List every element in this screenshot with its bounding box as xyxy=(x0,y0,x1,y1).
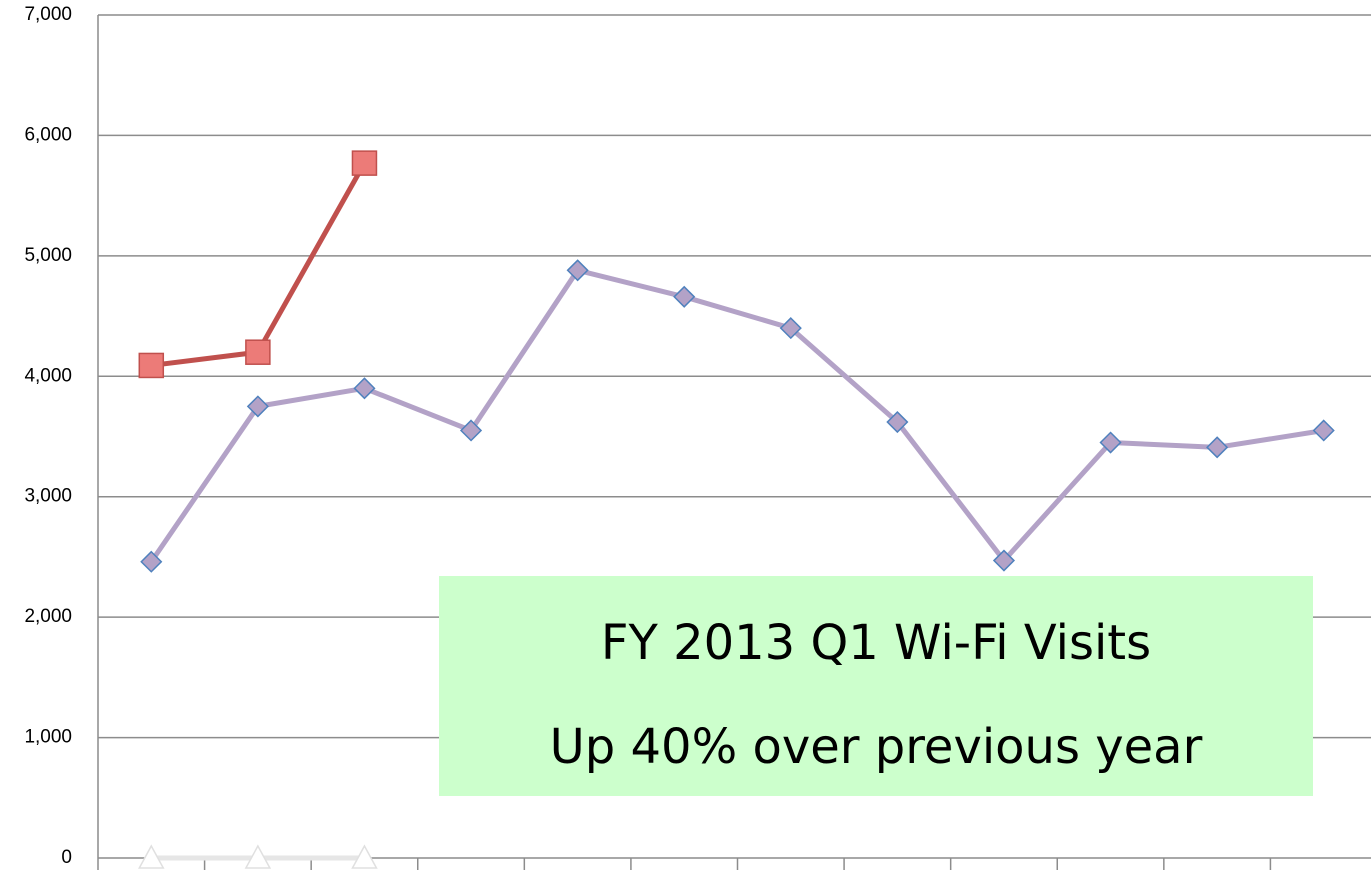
y-tick-label: 3,000 xyxy=(24,486,72,507)
marker xyxy=(673,285,696,308)
marker xyxy=(566,259,589,282)
marker xyxy=(1206,436,1229,459)
annotation-line: FY 2013 Q1 Wi-Fi Visits xyxy=(601,615,1151,671)
marker xyxy=(244,844,272,869)
marker xyxy=(886,410,909,434)
y-tick-label: 5,000 xyxy=(24,245,72,266)
marker xyxy=(353,377,376,400)
marker xyxy=(245,339,271,365)
series-line xyxy=(149,267,1325,564)
marker xyxy=(351,844,378,869)
marker xyxy=(246,395,269,418)
marker xyxy=(1099,431,1122,454)
marker xyxy=(138,844,165,869)
y-tick-label: 7,000 xyxy=(24,4,72,25)
y-tick-label: 4,000 xyxy=(24,365,72,386)
marker xyxy=(459,419,483,442)
series-markers xyxy=(138,150,1335,869)
y-tick-label: 6,000 xyxy=(24,124,72,145)
marker xyxy=(1312,419,1335,442)
y-tick-label: 1,000 xyxy=(24,727,72,748)
marker xyxy=(992,549,1016,572)
marker xyxy=(138,352,165,379)
y-tick-label: 2,000 xyxy=(24,606,72,627)
marker xyxy=(140,550,163,573)
annotation-box xyxy=(439,576,1313,796)
marker xyxy=(351,150,378,176)
series-line xyxy=(150,161,367,368)
y-tick-label: 0 xyxy=(61,847,72,868)
marker xyxy=(779,317,802,340)
annotation-line: Up 40% over previous year xyxy=(550,719,1203,775)
